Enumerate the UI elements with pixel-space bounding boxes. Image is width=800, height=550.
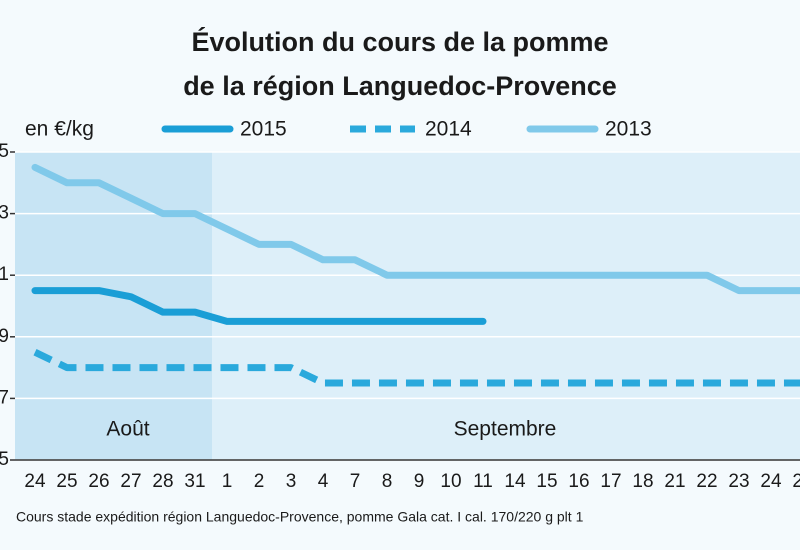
x-tick-label: 1: [222, 471, 233, 492]
y-tick-label: 1,3: [0, 203, 9, 224]
note: Cours stade expédition région Languedoc-…: [16, 509, 584, 525]
series-line: [33, 349, 800, 387]
x-tick-label: 24: [760, 471, 782, 492]
x-tick-label: 14: [504, 471, 526, 492]
series-line: [31, 163, 800, 295]
x-tick-label: 10: [440, 471, 461, 492]
x-tick-label: 2: [254, 471, 265, 492]
x-tick-label: 27: [120, 471, 141, 492]
x-tick-label: 21: [664, 471, 685, 492]
august-band: [15, 152, 212, 460]
y-tick-label: 0,9: [0, 326, 9, 347]
x-tick-label: 25: [792, 471, 800, 492]
y-tick-label: 1,1: [0, 264, 9, 285]
x-tick-label: 24: [24, 471, 46, 492]
x-tick-label: 26: [88, 471, 109, 492]
x-tick-label: 4: [318, 471, 329, 492]
x-tick-label: 17: [600, 471, 621, 492]
x-tick-label: 8: [382, 471, 393, 492]
x-tick-label: 11: [473, 471, 493, 492]
y-tick-label: 1,5: [0, 141, 9, 162]
september-band: [212, 152, 800, 460]
legend-label: 2013: [605, 118, 652, 141]
x-tick-label: 15: [536, 471, 557, 492]
chart-title: Évolution du cours de la pomme: [191, 26, 608, 57]
legend-label: 2014: [425, 118, 472, 141]
x-tick-label: 23: [728, 471, 749, 492]
y-axis-label: en €/kg: [25, 118, 94, 141]
month-label: Septembre: [454, 418, 557, 441]
x-tick-label: 16: [568, 471, 589, 492]
y-tick-label: 0,5: [0, 449, 9, 470]
x-tick-label: 25: [56, 471, 77, 492]
legend-label: 2015: [240, 118, 287, 141]
y-tick-label: 0,7: [0, 387, 9, 408]
chart-title: de la région Languedoc-Provence: [183, 71, 617, 101]
x-tick-label: 9: [414, 471, 425, 492]
x-tick-label: 3: [286, 471, 297, 492]
x-tick-label: 22: [696, 471, 717, 492]
x-tick-label: 28: [152, 471, 173, 492]
series-line: [31, 287, 487, 325]
x-tick-label: 7: [350, 471, 361, 492]
month-label: Août: [106, 418, 149, 441]
x-tick-label: 31: [184, 471, 205, 492]
x-tick-label: 18: [632, 471, 653, 492]
